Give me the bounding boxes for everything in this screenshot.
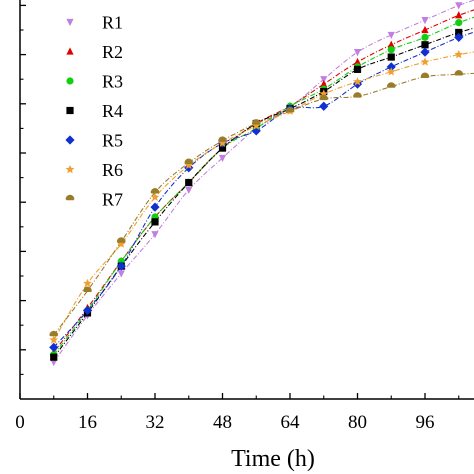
x-axis-title: Time (h): [231, 446, 315, 472]
legend-label-r1: R1: [102, 13, 123, 33]
fit-line-r6: [53, 51, 474, 341]
data-point-r1: [185, 186, 193, 194]
data-markers: [49, 2, 464, 367]
data-point-r4: [455, 28, 463, 37]
data-point-r7: [116, 237, 126, 243]
legend-marker-r3: [66, 77, 74, 85]
data-point-r6: [49, 335, 59, 344]
data-point-r6: [386, 67, 396, 76]
data-point-r4: [353, 65, 362, 73]
data-point-r2: [353, 57, 362, 66]
data-point-r7: [150, 188, 160, 194]
data-point-r1: [387, 31, 395, 40]
legend-marker-r6: [65, 164, 75, 174]
data-point-r2: [421, 25, 429, 34]
legend-label-r7: R7: [102, 190, 123, 210]
fit-line-r3: [53, 16, 474, 356]
data-point-r6: [116, 239, 126, 248]
data-point-r7: [218, 136, 227, 142]
data-point-r7: [386, 82, 396, 88]
data-point-r2: [387, 40, 395, 48]
data-point-r4: [421, 41, 429, 49]
data-point-r5: [319, 101, 329, 111]
fitted-curves: [53, 0, 474, 363]
legend-label-r3: R3: [102, 72, 123, 92]
data-point-r2: [455, 11, 463, 19]
data-point-r1: [353, 49, 362, 57]
legend-marker-r2: [66, 47, 74, 55]
data-point-r6: [454, 50, 464, 59]
data-point-r1: [455, 2, 463, 10]
data-point-r5: [116, 261, 126, 271]
fit-line-r5: [53, 31, 474, 348]
data-point-r6: [420, 57, 430, 66]
data-point-r7: [49, 330, 59, 337]
data-point-r3: [387, 46, 395, 54]
legend-marker-r5: [65, 135, 75, 145]
data-point-r4: [185, 178, 193, 187]
data-point-r5: [150, 202, 160, 212]
data-point-r7: [184, 158, 194, 165]
data-point-r4: [151, 218, 159, 226]
data-point-r6: [218, 138, 227, 147]
x-tick-label: 96: [416, 412, 435, 433]
data-point-r7: [454, 69, 464, 76]
data-point-r3: [455, 19, 463, 27]
data-point-r5: [82, 305, 93, 316]
legend: R1 R2 R3 R4 R5 R6 R7: [65, 13, 123, 210]
x-tick-label: 48: [213, 412, 232, 433]
data-point-r7: [353, 92, 362, 98]
legend-label-r4: R4: [102, 101, 123, 121]
legend-label-r5: R5: [102, 131, 123, 151]
x-tick-label: 80: [348, 412, 367, 433]
x-tick-labels: 0 16 32 48 64 80 96: [15, 412, 434, 433]
data-point-r7: [420, 72, 430, 78]
fit-line-r1: [53, 0, 474, 363]
legend-label-r2: R2: [102, 42, 123, 62]
data-point-r1: [50, 359, 58, 367]
data-point-r4: [387, 53, 395, 61]
fit-line-r7: [53, 72, 474, 336]
data-point-r1: [117, 270, 125, 278]
data-point-r6: [83, 278, 92, 288]
data-point-r5: [386, 62, 396, 72]
data-point-r3: [421, 33, 429, 41]
axes: [19, 0, 474, 400]
data-point-r2: [320, 80, 328, 88]
data-point-r1: [218, 154, 227, 163]
x-tick-label: 64: [281, 412, 301, 433]
data-point-r1: [320, 76, 328, 84]
data-point-r6: [150, 192, 160, 201]
tick-marks: [19, 4, 460, 399]
legend-label-r6: R6: [102, 160, 123, 180]
data-point-r1: [421, 17, 429, 25]
data-point-r7: [251, 119, 261, 125]
data-point-r6: [353, 77, 362, 86]
data-point-r7: [83, 286, 92, 292]
fit-line-r4: [53, 27, 474, 358]
data-point-r5: [454, 32, 464, 42]
data-point-r7: [319, 94, 329, 101]
data-point-r7: [285, 106, 295, 113]
legend-marker-r4: [66, 106, 74, 115]
x-tick-label: 16: [78, 412, 97, 433]
data-point-r5: [49, 342, 59, 352]
x-tick-label: 32: [146, 412, 165, 433]
data-point-r4: [50, 353, 58, 361]
data-point-r5: [420, 47, 430, 57]
x-tick-label: 0: [15, 412, 25, 433]
data-point-r6: [251, 121, 261, 130]
data-point-r6: [184, 160, 194, 169]
data-point-r1: [151, 231, 159, 239]
legend-marker-r7: [65, 194, 75, 201]
legend-marker-r1: [66, 18, 74, 27]
data-point-r4: [218, 144, 227, 152]
